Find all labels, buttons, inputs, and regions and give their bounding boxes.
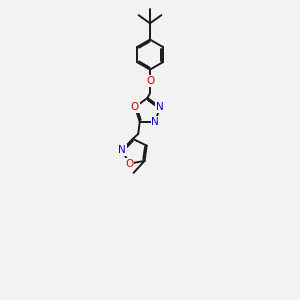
Text: O: O — [125, 159, 134, 169]
Text: O: O — [146, 76, 154, 86]
Text: N: N — [151, 117, 159, 127]
Text: N: N — [118, 145, 126, 155]
Text: O: O — [131, 102, 139, 112]
Text: N: N — [156, 102, 164, 112]
